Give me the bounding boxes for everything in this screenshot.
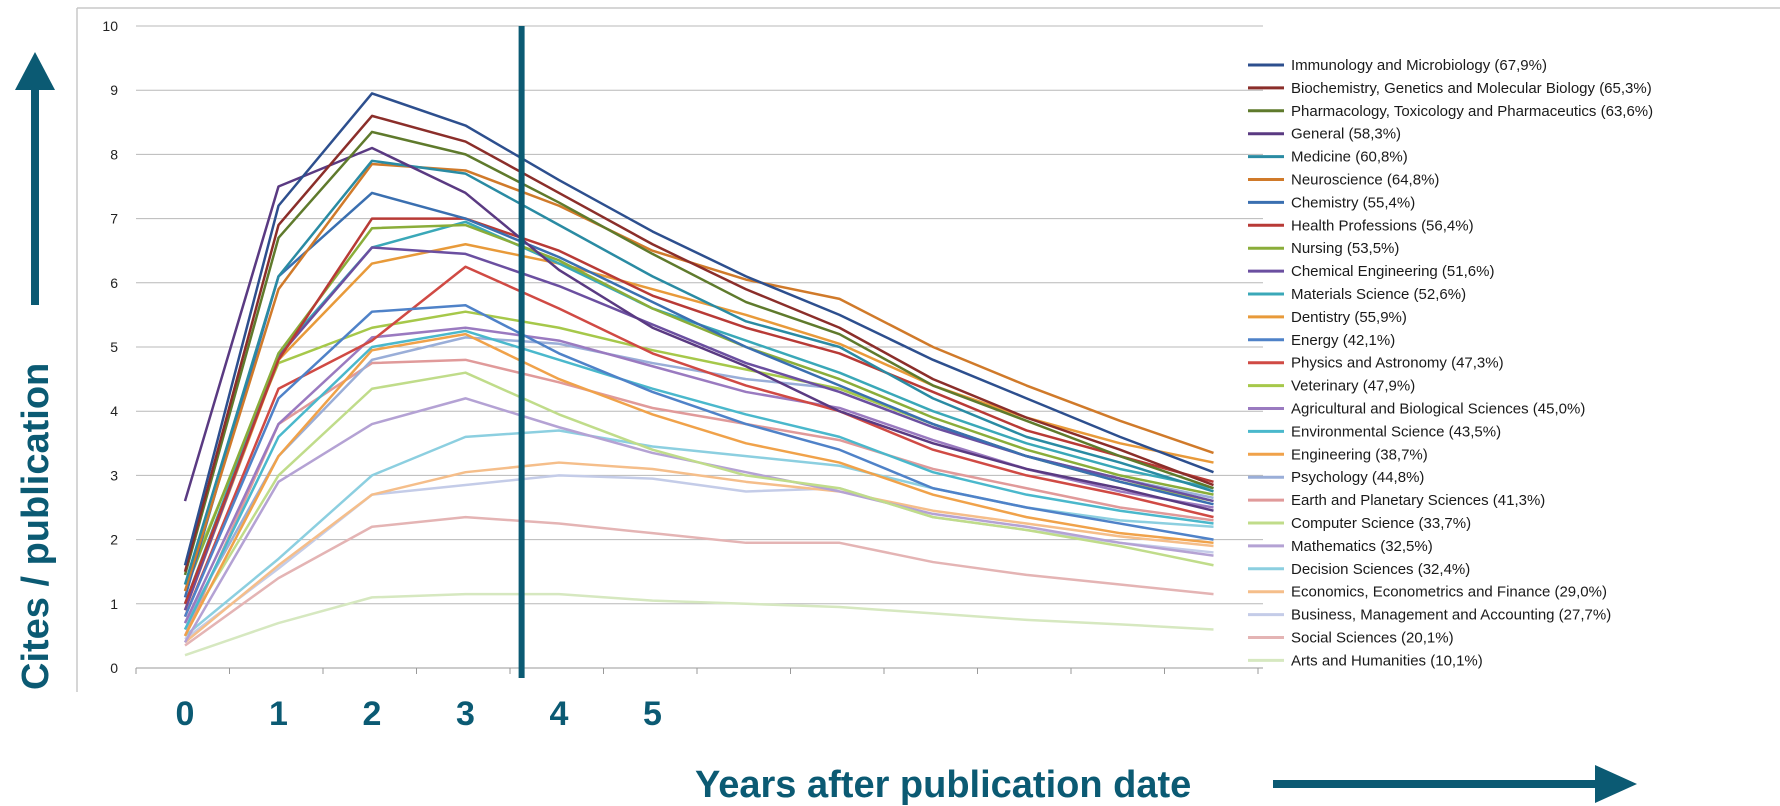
y-axis-arrow-head [15, 52, 55, 90]
legend-label: Chemical Engineering (51,6%) [1291, 263, 1494, 280]
x-tick-label: 3 [456, 695, 475, 733]
y-tick-label: 1 [110, 596, 118, 612]
legend-label: Energy (42,1%) [1291, 332, 1395, 349]
legend-label: Engineering (38,7%) [1291, 446, 1428, 463]
y-tick-label: 8 [110, 146, 118, 162]
series-line [183, 191, 1214, 598]
series-line [183, 265, 1214, 618]
legend-label: Economics, Econometrics and Finance (29,… [1291, 584, 1607, 601]
series-line [183, 223, 1214, 592]
y-tick-label: 4 [110, 403, 118, 419]
x-tick-label: 1 [269, 695, 288, 733]
series-line [183, 114, 1214, 573]
x-tick-label: 5 [643, 695, 662, 733]
series-line [183, 92, 1214, 566]
legend-label: Chemistry (55,4%) [1291, 194, 1415, 211]
legend-label: Psychology (44,8%) [1291, 469, 1424, 486]
y-tick-label: 2 [110, 532, 118, 548]
series-line [183, 329, 1214, 631]
series-line [183, 217, 1214, 605]
legend: Immunology and Microbiology (67,9%) Bioch… [1248, 57, 1653, 669]
series-line [183, 130, 1214, 576]
series-line [183, 371, 1214, 631]
series-line [183, 358, 1214, 637]
series-line [184, 461, 1214, 644]
x-axis [135, 668, 1259, 674]
x-axis-title: Years after publication date [695, 764, 1191, 806]
series-lines [183, 92, 1214, 657]
legend-label: Business, Management and Accounting (27,… [1291, 607, 1611, 624]
legend-label: Materials Science (52,6%) [1291, 286, 1466, 303]
legend-label: Neuroscience (64,8%) [1291, 172, 1439, 189]
legend-label: Mathematics (32,5%) [1291, 538, 1433, 555]
y-tick-label: 6 [110, 275, 118, 291]
y-tick-label: 5 [110, 339, 118, 355]
legend-label: Nursing (53,5%) [1291, 240, 1399, 257]
y-tick-label: 10 [102, 18, 118, 34]
series-line [183, 146, 1214, 512]
y-tick-label: 9 [110, 82, 118, 98]
x-tick-label: 2 [363, 695, 382, 733]
series-line [183, 332, 1214, 637]
legend-label: Veterinary (47,9%) [1291, 378, 1415, 395]
legend-label: General (58,3%) [1291, 126, 1401, 143]
legend-label: Immunology and Microbiology (67,9%) [1291, 57, 1547, 74]
series-line [183, 304, 1214, 618]
legend-label: Physics and Astronomy (47,3%) [1291, 355, 1504, 372]
x-axis-arrow-head [1595, 765, 1637, 803]
legend-label: Agricultural and Biological Sciences (45… [1291, 401, 1585, 418]
legend-label: Pharmacology, Toxicology and Pharmaceuti… [1291, 103, 1653, 120]
legend-label: Biochemistry, Genetics and Molecular Bio… [1291, 80, 1652, 97]
legend-label: Health Professions (56,4%) [1291, 217, 1474, 234]
legend-label: Earth and Planetary Sciences (41,3%) [1291, 492, 1545, 509]
legend-label: Environmental Science (43,5%) [1291, 423, 1501, 440]
legend-label: Computer Science (33,7%) [1291, 515, 1471, 532]
y-tick-label: 0 [110, 660, 118, 676]
legend-label: Arts and Humanities (10,1%) [1291, 652, 1483, 669]
x-tick-label: 0 [176, 695, 195, 733]
series-line [183, 159, 1214, 585]
legend-label: Medicine (60,8%) [1291, 149, 1408, 166]
y-tick-label: 3 [110, 467, 118, 483]
series-line [184, 515, 1214, 647]
y-tick-label: 7 [110, 211, 118, 227]
legend-label: Dentistry (55,9%) [1291, 309, 1407, 326]
series-line [183, 162, 1214, 592]
legend-label: Decision Sciences (32,4%) [1291, 561, 1470, 578]
series-line [184, 592, 1214, 657]
y-axis-ticks: 0 1 2 3 4 5 6 7 8 9 10 [102, 18, 118, 676]
x-axis-tick-labels: 0 1 2 3 4 5 [176, 695, 662, 733]
y-axis-title: Cites / publication [15, 363, 57, 690]
legend-label: Social Sciences (20,1%) [1291, 630, 1454, 647]
x-tick-label: 4 [550, 695, 569, 733]
